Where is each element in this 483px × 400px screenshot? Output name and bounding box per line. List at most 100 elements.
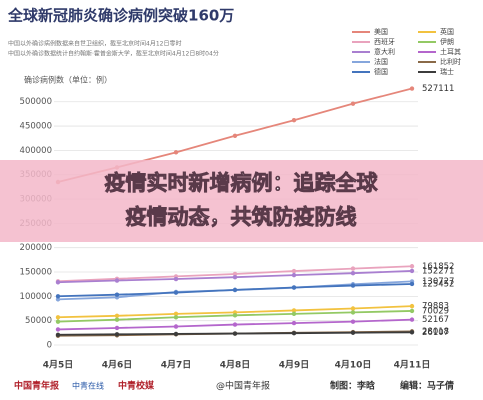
data-point: [291, 320, 297, 326]
legend-label: 土耳其: [440, 47, 461, 56]
legend-label: 西班牙: [374, 37, 395, 46]
data-point: [232, 313, 238, 318]
data-point: [55, 294, 61, 299]
end-value-label: 130727: [422, 277, 454, 287]
data-point: [173, 290, 179, 295]
y-tick-label: 200000: [20, 243, 52, 253]
x-tick-label: 4月6日: [102, 360, 133, 371]
y-tick-label: 100000: [20, 292, 52, 302]
data-point: [409, 308, 415, 314]
data-point: [409, 317, 415, 322]
data-point: [232, 287, 238, 293]
footer-logo: 中国青年报: [14, 380, 59, 392]
y-tick-label: 450000: [20, 122, 52, 132]
legend-label: 意大利: [374, 47, 395, 56]
data-point: [173, 311, 179, 317]
data-point: [291, 311, 297, 317]
data-point: [350, 101, 356, 106]
data-point: [55, 280, 61, 285]
y-tick-label: 400000: [20, 146, 52, 156]
end-value-label: 152271: [422, 266, 454, 276]
legend-label: 法国: [374, 57, 388, 66]
data-point: [291, 268, 297, 274]
x-tick-label: 4月5日: [43, 360, 74, 371]
data-point: [55, 319, 61, 324]
data-point: [232, 331, 238, 336]
overlay-banner: [0, 160, 483, 242]
data-point: [409, 268, 415, 274]
x-tick-label: 4月8日: [220, 360, 251, 371]
data-point: [232, 322, 238, 327]
x-tick-label: 4月7日: [161, 360, 192, 371]
data-point: [232, 133, 238, 138]
footer-credit: 制图：李晗: [330, 380, 375, 392]
x-tick-label: 4月10日: [335, 360, 372, 371]
data-point: [350, 330, 356, 335]
data-point: [55, 327, 61, 332]
end-value-label: 52167: [422, 315, 449, 325]
x-tick-label: 4月11日: [394, 360, 431, 371]
subtitle: 中国以外确诊数据统计自约翰斯·霍普金斯大学，截至北京时间4月12日8时04分: [8, 50, 219, 58]
legend-label: 伊朗: [440, 37, 454, 46]
data-point: [114, 313, 120, 319]
end-value-label: 125452: [422, 279, 454, 289]
footer-credit: 编辑：马子倩: [400, 380, 454, 392]
end-value-label: 26107: [422, 328, 449, 338]
end-value-label: 70029: [422, 306, 449, 316]
data-point: [350, 306, 356, 311]
legend-label: 英国: [440, 27, 454, 36]
legend-label: 德国: [374, 67, 388, 76]
y-tick-label: 50000: [25, 316, 52, 326]
data-point: [173, 276, 179, 282]
x-tick-label: 4月9日: [279, 360, 310, 371]
data-point: [409, 303, 415, 309]
data-point: [409, 264, 415, 269]
data-point: [114, 325, 120, 331]
end-value-label: 161852: [422, 262, 454, 272]
y-tick-label: 150000: [20, 268, 52, 278]
data-point: [350, 310, 356, 315]
end-value-label: 527111: [422, 84, 454, 94]
end-value-label: 28018: [422, 327, 449, 337]
data-point: [350, 283, 356, 288]
chart-title: 全球新冠肺炎确诊病例突破160万: [7, 7, 234, 25]
data-point: [291, 330, 297, 336]
legend-label: 美国: [374, 27, 388, 36]
data-point: [114, 317, 120, 322]
data-point: [232, 274, 238, 280]
y-tick-label: 0: [47, 341, 52, 351]
data-point: [409, 86, 415, 91]
overlay-text: 疫情动态，共筑防疫防线: [126, 205, 357, 229]
legend-label: 瑞士: [440, 67, 454, 76]
data-point: [55, 315, 61, 320]
footer-logo: 中青校媒: [118, 380, 155, 392]
data-point: [114, 278, 120, 283]
data-point: [291, 118, 297, 123]
end-value-label: 79883: [422, 302, 449, 312]
data-point: [173, 331, 179, 337]
data-point: [173, 315, 179, 320]
data-point: [291, 272, 297, 278]
subtitle: 中国以外确诊病例数据来自世卫组织，截至北京时间4月12日零时: [8, 40, 181, 48]
data-point: [55, 332, 61, 337]
y-tick-label: 500000: [20, 97, 52, 107]
data-point: [409, 330, 415, 335]
data-point: [291, 285, 297, 290]
data-point: [173, 324, 179, 329]
data-point: [350, 270, 356, 276]
data-point: [350, 266, 356, 271]
data-point: [409, 281, 415, 287]
data-point: [114, 292, 120, 297]
overlay-text: 疫情实时新增病例：追踪全球: [105, 171, 379, 195]
footer-logo: 中青在线: [72, 381, 104, 391]
legend-label: 比利时: [440, 57, 461, 66]
data-point: [114, 332, 120, 337]
data-point: [55, 297, 61, 302]
data-point: [350, 319, 356, 324]
data-point: [173, 150, 179, 155]
data-point: [291, 308, 297, 313]
data-point: [232, 271, 238, 277]
footer-handle: @中国青年报: [216, 380, 270, 392]
